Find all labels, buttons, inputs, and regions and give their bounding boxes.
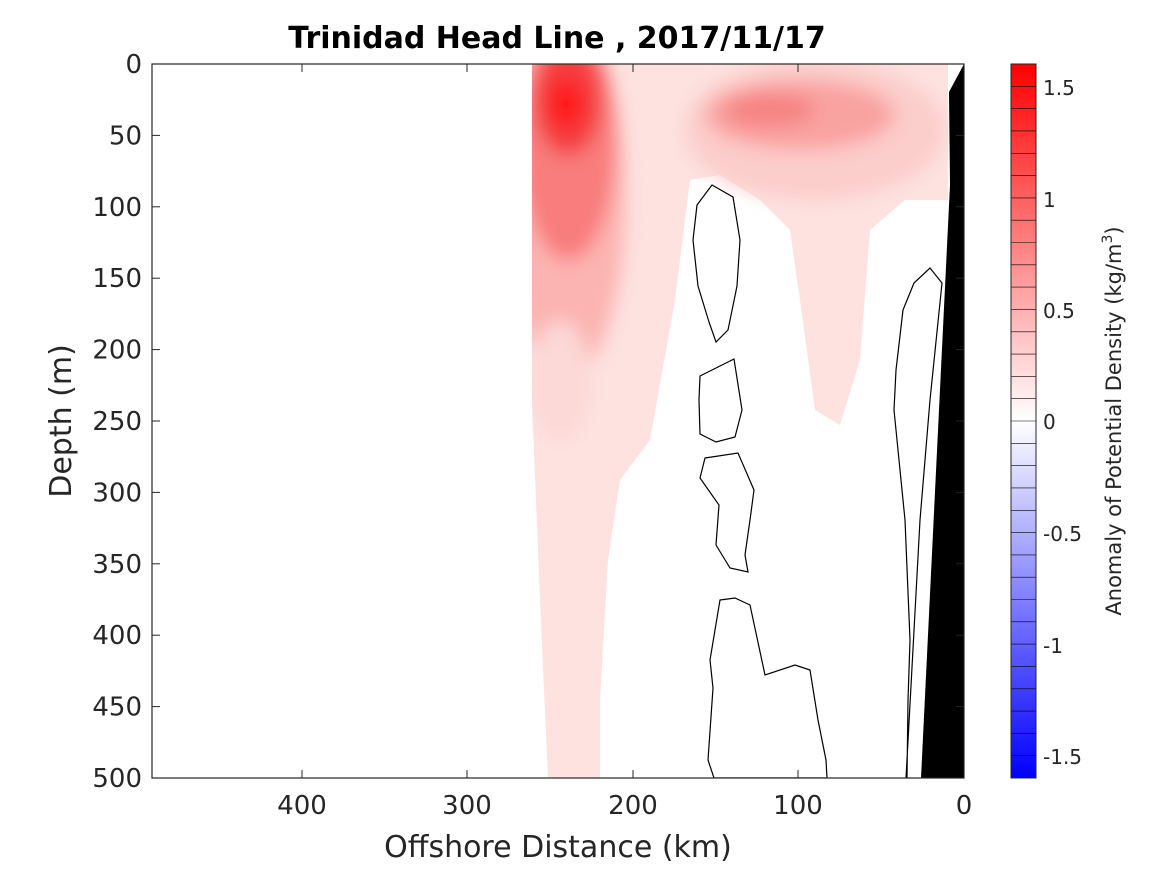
colorbar-frame: [1010, 63, 1037, 779]
zero-contour-1: [692, 184, 741, 344]
colorbar-tick-label: 1: [1043, 188, 1056, 212]
colorbar-tick-label: -0.5: [1043, 522, 1082, 546]
colorbar-tick-label: -1.5: [1043, 745, 1082, 769]
y-tick-labels: 0 50 100 150 200 250 300 350 400 450 500: [92, 50, 142, 794]
y-tick-label: 350: [92, 550, 142, 580]
x-tick-label: 200: [608, 791, 658, 821]
anomaly-field: [532, 64, 948, 778]
x-ticks: [301, 64, 799, 778]
x-tick-labels: 400 300 200 100 0: [277, 791, 972, 821]
anomaly-blob-deep-tail: [532, 320, 590, 440]
colorbar-label-suffix: ): [1102, 226, 1126, 234]
chart-title: Trinidad Head Line , 2017/11/17: [288, 21, 825, 56]
zero-contour-4: [707, 597, 828, 778]
x-axis-label: Offshore Distance (km): [384, 830, 732, 865]
x-tick-label: 0: [956, 791, 973, 821]
colorbar-label-text: Anomaly of Potential Density (kg/m: [1102, 244, 1126, 616]
plot-area: [151, 63, 965, 779]
plot-frame: [151, 63, 965, 779]
colorbar-tick-label: -1: [1043, 634, 1063, 658]
y-tick-label: 200: [92, 336, 142, 366]
seafloor-mask: [921, 64, 964, 778]
zero-contour-5: [893, 267, 943, 778]
colorbar-tick-label: 1.5: [1043, 76, 1075, 100]
y-tick-label: 100: [92, 193, 142, 223]
colorbar-tick-label: 0: [1043, 410, 1056, 434]
zero-contour-2: [698, 358, 743, 443]
colorbar-tick-labels: 1.5 1 0.5 0 -0.5 -1 -1.5: [1043, 76, 1082, 769]
anomaly-core: [548, 80, 584, 128]
colorbar-level-lines: [1011, 86, 1036, 757]
y-tick-label: 500: [92, 764, 142, 794]
colorbar-tick-label: 0.5: [1043, 299, 1075, 323]
x-tick-label: 400: [277, 791, 327, 821]
y-tick-label: 450: [92, 693, 142, 723]
anomaly-blob-core-east: [725, 93, 815, 127]
colorbar-label: Anomaly of Potential Density (kg/m3): [1100, 226, 1126, 615]
y-tick-label: 0: [125, 50, 142, 80]
x-tick-label: 300: [442, 791, 492, 821]
y-tick-label: 150: [92, 264, 142, 294]
zero-contour-3: [699, 452, 755, 573]
colorbar-label-superscript: 3: [1100, 235, 1116, 244]
y-tick-label: 50: [109, 121, 142, 151]
colorbar: 1.5 1 0.5 0 -0.5 -1 -1.5 Anomaly of Pote…: [1010, 63, 1126, 779]
y-tick-label: 400: [92, 621, 142, 651]
y-axis-label: Depth (m): [44, 344, 79, 498]
weak-positive-anomaly-region: [532, 64, 948, 778]
zero-contours: [692, 184, 943, 778]
y-tick-label: 250: [92, 407, 142, 437]
x-tick-label: 100: [773, 791, 823, 821]
anomaly-blobs: [532, 64, 945, 440]
y-tick-label: 300: [92, 478, 142, 508]
